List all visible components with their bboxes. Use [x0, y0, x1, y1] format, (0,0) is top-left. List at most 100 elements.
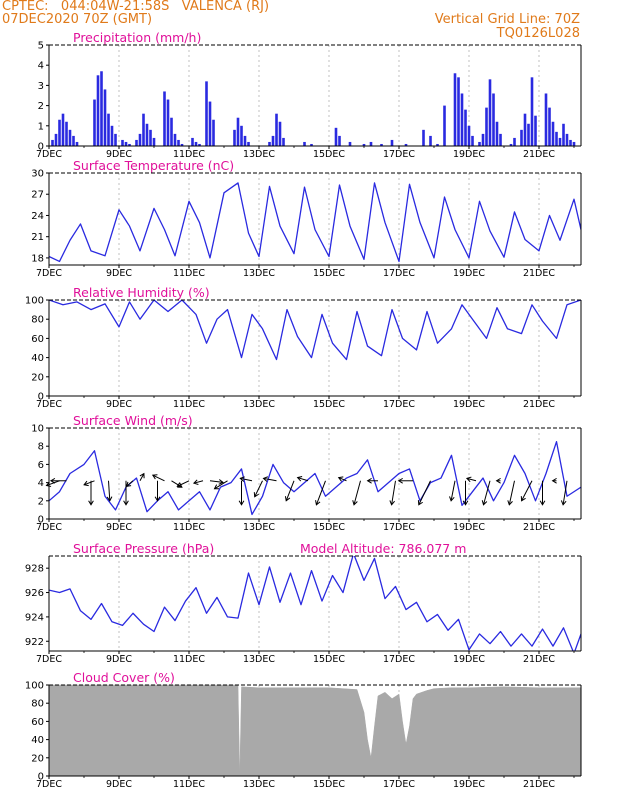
precip-bar	[572, 141, 576, 146]
panel-1: 7DEC 9DEC 11DEC 13DEC 15DEC 17DEC 19DEC 21DEC 18…	[31, 158, 582, 279]
y-tick-label: 2	[38, 496, 44, 507]
x-tick-label: 17DEC	[383, 268, 415, 279]
precip-bar	[194, 141, 198, 146]
precip-bar	[499, 133, 502, 146]
precip-bar	[436, 143, 439, 146]
wind-arrow	[152, 474, 165, 482]
wind-arrow-head	[213, 484, 220, 490]
wind-arrow-head	[239, 476, 245, 482]
precip-bar	[135, 139, 138, 146]
precip-bar	[268, 141, 271, 146]
wind-arrow-head	[49, 477, 56, 484]
y-tick-label: 4	[38, 61, 44, 72]
x-tick-label: 13DEC	[243, 399, 275, 410]
precip-bar	[208, 101, 212, 146]
wind-arrow	[193, 480, 204, 484]
precip-bar	[163, 91, 166, 146]
wind-arrow-head	[551, 477, 557, 484]
y-tick-label: 80	[31, 699, 44, 710]
wind-arrow-head	[315, 500, 321, 506]
x-tick-label: 7DEC	[36, 522, 62, 533]
precip-bar	[478, 141, 481, 146]
header-grid-line: Vertical Grid Line: 70Z	[434, 12, 580, 27]
cloud-cover-area	[48, 684, 582, 777]
x-tick-label: 7DEC	[36, 779, 62, 790]
wind-arrow	[418, 480, 431, 505]
precip-bar	[565, 133, 569, 146]
precip-bar	[121, 139, 124, 146]
x-tick-label: 13DEC	[243, 149, 275, 160]
panel-title: Surface Pressure (hPa)	[73, 541, 214, 556]
wind-arrow-head	[366, 477, 372, 484]
x-tick-label: 21DEC	[523, 149, 555, 160]
panel-0: 7DEC 9DEC 11DEC 13DEC 15DEC 17DEC 19DEC 21DEC 0 1…	[36, 30, 582, 160]
wind-arrow	[391, 480, 396, 505]
x-tick-label: 13DEC	[243, 654, 275, 665]
y-tick-label: 80	[31, 315, 44, 326]
x-tick-label: 9DEC	[106, 268, 132, 279]
y-tick-label: 10	[31, 424, 44, 435]
precip-bar	[247, 141, 250, 146]
precip-bar	[464, 109, 467, 146]
model-altitude-label: Model Altitude: 786.077 m	[300, 541, 466, 556]
x-tick-label: 15DEC	[313, 399, 345, 410]
precip-bar	[110, 125, 114, 146]
y-tick-label: 924	[25, 612, 44, 623]
x-tick-label: 15DEC	[313, 654, 345, 665]
x-tick-label: 19DEC	[453, 268, 485, 279]
y-tick-label: 0	[38, 772, 44, 783]
precip-bar	[198, 143, 201, 146]
y-tick-label: 20	[31, 753, 44, 764]
precip-bar	[569, 139, 572, 146]
y-tick-label: 4	[38, 478, 44, 489]
precip-bar	[481, 133, 485, 146]
panel-3: 7DEC 9DEC 11DEC 13DEC 15DEC 17DEC 19DEC 21DEC 0 2…	[31, 413, 582, 533]
x-tick-label: 17DEC	[383, 522, 415, 533]
precip-bar	[558, 137, 562, 146]
x-tick-label: 15DEC	[313, 522, 345, 533]
x-tick-label: 15DEC	[313, 779, 345, 790]
wind-arrow	[297, 477, 309, 482]
precip-bar	[362, 143, 366, 146]
x-tick-label: 13DEC	[243, 779, 275, 790]
y-tick-label: 1	[38, 121, 44, 132]
x-tick-label: 19DEC	[453, 779, 485, 790]
x-tick-label: 7DEC	[36, 268, 62, 279]
precip-bar	[191, 137, 194, 146]
y-tick-label: 926	[25, 588, 44, 599]
header-date: 07DEC2020 70Z (GMT)	[2, 12, 153, 27]
wind-arrow	[315, 480, 326, 505]
x-tick-label: 9DEC	[106, 149, 132, 160]
precip-bar	[443, 105, 446, 146]
header-station: CPTEC: 044:04W-21:58S VALENCA (RJ)	[2, 0, 270, 14]
wind-arrow-head	[192, 479, 199, 485]
precip-bar	[513, 137, 516, 146]
panel-5: 7DEC 9DEC 11DEC 13DEC 15DEC 17DEC 19DEC 21DEC 0 2…	[25, 670, 582, 790]
y-tick-label: 18	[31, 253, 44, 264]
wind-arrow-head	[520, 496, 526, 502]
panel-2: 7DEC 9DEC 11DEC 13DEC 15DEC 17DEC 19DEC 21DEC 0 2…	[25, 285, 582, 410]
precip-bar	[534, 115, 537, 146]
wind-arrow	[254, 480, 263, 497]
wind-arrow-head	[560, 500, 567, 506]
wind-arrow	[450, 480, 456, 501]
x-tick-label: 15DEC	[313, 268, 345, 279]
precip-bar	[51, 139, 54, 146]
precip-bar	[555, 131, 558, 146]
precip-bar	[68, 129, 72, 146]
precip-bar	[453, 73, 457, 146]
wind-arrow	[338, 477, 347, 482]
wind-arrow	[263, 477, 277, 482]
precip-bar	[138, 133, 142, 146]
panel-title: Precipitation (mm/h)	[73, 30, 201, 45]
y-tick-label: 0	[38, 392, 44, 403]
wind-arrow-head	[481, 500, 488, 506]
precip-bar	[460, 93, 464, 146]
wind-arrow	[108, 480, 111, 501]
wind-arrow-head	[337, 476, 344, 482]
precip-bar	[275, 113, 278, 146]
x-tick-label: 11DEC	[173, 149, 205, 160]
precip-bar	[485, 107, 488, 146]
y-tick-label: 8	[38, 442, 44, 453]
x-tick-label: 9DEC	[106, 654, 132, 665]
